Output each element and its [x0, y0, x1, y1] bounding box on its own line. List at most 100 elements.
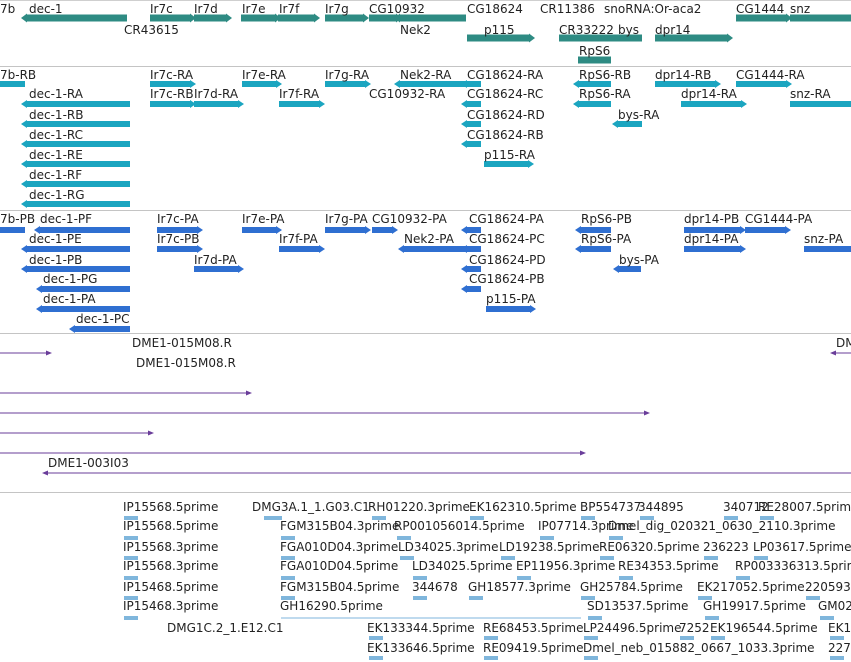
feature-dec-1-RE[interactable]: dec-1-RE [21, 148, 130, 168]
feature-bar[interactable] [579, 81, 611, 87]
feature-bar[interactable] [27, 181, 130, 187]
feature-RH01220.3prime[interactable]: RH01220.3prime [368, 500, 470, 520]
feature-CG18624-PA[interactable]: CG18624-PA [461, 212, 545, 234]
feature-bar[interactable] [581, 516, 595, 520]
feature-7252[interactable]: 7252 [679, 621, 710, 640]
feature-bar[interactable] [559, 34, 618, 42]
feature-CG18624-PB[interactable]: CG18624-PB [461, 272, 545, 293]
feature-bar[interactable] [157, 246, 197, 252]
feature-RpS6[interactable]: RpS6 [578, 44, 611, 64]
feature-bar[interactable] [517, 576, 531, 580]
feature-DME1-015M08.R[interactable]: DME1-015M08.R [132, 336, 232, 350]
feature-RpS6-RB[interactable]: RpS6-RB [573, 68, 631, 88]
feature-bar[interactable] [242, 227, 276, 233]
feature-IP15568.3prime[interactable]: IP15568.3prime [123, 559, 218, 580]
feature-bar[interactable] [754, 556, 768, 560]
feature-Ir7e-PA[interactable]: Ir7e-PA [242, 212, 285, 234]
feature-bar[interactable] [684, 246, 740, 252]
feature-CG18624-PD[interactable]: CG18624-PD [461, 253, 546, 273]
feature-bar[interactable] [467, 246, 481, 252]
feature-bar[interactable] [711, 636, 725, 640]
feature-bar[interactable] [0, 81, 25, 87]
feature-bar[interactable] [194, 101, 238, 107]
feature-CR11386[interactable]: CR11386 [540, 2, 595, 16]
feature-SD13537.5prime[interactable]: SD13537.5prime [587, 599, 688, 620]
feature-bar[interactable] [804, 246, 851, 252]
feature-7b-RB[interactable]: 7b-RB [0, 68, 36, 87]
feature-Dmel_neb_015882_0667_1033.3prime[interactable]: Dmel_neb_015882_0667_1033.3prime [583, 641, 815, 660]
feature-LD19238.5prime[interactable]: LD19238.5prime [499, 540, 600, 560]
feature-IP15568.3prime[interactable]: IP15568.3prime [123, 540, 218, 560]
feature-bar[interactable] [281, 576, 295, 580]
feature-bar[interactable] [790, 14, 851, 22]
feature-CG1444[interactable]: CG1444 [736, 2, 792, 23]
feature-bar[interactable] [619, 576, 633, 580]
feature-bar[interactable] [705, 616, 719, 620]
feature-RpS6-RA[interactable]: RpS6-RA [573, 87, 631, 108]
feature-bar[interactable] [467, 141, 481, 147]
feature-dec-1-PC[interactable]: dec-1-PC [69, 312, 130, 333]
feature-bar[interactable] [484, 161, 528, 167]
feature-RP001056014.5prime[interactable]: RP001056014.5prime [394, 519, 525, 540]
feature-bar[interactable] [680, 636, 694, 640]
feature-bar[interactable] [397, 536, 411, 540]
feature-CG1444-PA[interactable]: CG1444-PA [745, 212, 813, 234]
feature-snz[interactable]: snz [790, 2, 851, 22]
feature-GH19917.5prime[interactable]: GH19917.5prime [703, 599, 806, 620]
feature-dec-1-PE[interactable]: dec-1-PE [21, 232, 130, 253]
feature-bys-RA[interactable]: bys-RA [612, 108, 660, 128]
feature-dec-1-RA[interactable]: dec-1-RA [21, 87, 130, 108]
feature-FGM315B04.5prime[interactable]: FGM315B04.5prime [280, 580, 399, 600]
feature-bar[interactable] [150, 81, 190, 87]
feature-Ir7c-PA[interactable]: Ir7c-PA [157, 212, 203, 234]
feature-Ir7c[interactable]: Ir7c [150, 2, 196, 23]
feature-bys[interactable]: bys [618, 23, 642, 42]
feature-bar[interactable] [830, 636, 844, 640]
feature-bar[interactable] [806, 596, 820, 600]
feature-Ir7d-RA[interactable]: Ir7d-RA [194, 87, 244, 108]
feature-dec-1-RF[interactable]: dec-1-RF [21, 168, 130, 188]
feature-dpr14-PA[interactable]: dpr14-PA [684, 232, 746, 253]
feature-bar[interactable] [194, 14, 226, 22]
feature-bar[interactable] [584, 656, 598, 660]
feature-bar[interactable] [264, 516, 282, 520]
feature-bar[interactable] [278, 14, 314, 22]
feature-344895[interactable]: 344895 [638, 500, 684, 520]
feature-RE34353.5prime[interactable]: RE34353.5prime [618, 559, 719, 580]
feature-RE28007.5prime[interactable]: RE28007.5prime [758, 500, 851, 520]
feature-bar[interactable] [124, 516, 138, 520]
feature-bar[interactable] [369, 636, 383, 640]
feature-dpr14-RB[interactable]: dpr14-RB [655, 68, 721, 88]
feature-340712[interactable]: 340712 [723, 500, 769, 520]
feature-unlabeled[interactable] [0, 390, 252, 396]
feature-RpS6-PA[interactable]: RpS6-PA [575, 232, 632, 253]
feature-LD34025.3prime[interactable]: LD34025.3prime [398, 540, 499, 560]
feature-CG1444-RA[interactable]: CG1444-RA [736, 68, 805, 88]
feature-dec-1-RC[interactable]: dec-1-RC [21, 128, 130, 148]
feature-unlabeled[interactable] [0, 350, 52, 356]
feature-dec-1-PA[interactable]: dec-1-PA [36, 292, 130, 313]
feature-snoRNA:Or-aca2[interactable]: snoRNA:Or-aca2 [604, 2, 701, 16]
feature-bar[interactable] [279, 246, 319, 252]
feature-snz-RA[interactable]: snz-RA [790, 87, 851, 108]
feature-bar[interactable] [281, 556, 295, 560]
feature-EK133344.5prime[interactable]: EK133344.5prime [367, 621, 475, 640]
feature-dpr14-RA[interactable]: dpr14-RA [681, 87, 747, 108]
feature-bar[interactable] [681, 101, 741, 107]
feature-bar[interactable] [684, 227, 740, 233]
feature-bar[interactable] [618, 34, 642, 42]
feature-RP003336313.5prime[interactable]: RP003336313.5prime [735, 559, 851, 580]
feature-unlabeled[interactable] [0, 430, 154, 436]
feature-EK1[interactable]: EK1 [828, 621, 851, 640]
feature-227[interactable]: 227 [828, 641, 851, 660]
feature-Ir7f-RA[interactable]: Ir7f-RA [279, 87, 325, 108]
feature-bar[interactable] [584, 636, 598, 640]
feature-bar[interactable] [698, 596, 712, 600]
feature-dec-1-PF[interactable]: dec-1-PF [34, 212, 130, 234]
feature-CR43615[interactable]: CR43615 [124, 23, 179, 37]
feature-Ir7g-PA[interactable]: Ir7g-PA [325, 212, 371, 234]
feature-bar[interactable] [0, 227, 25, 233]
feature-dec-1[interactable]: dec-1 [21, 2, 127, 23]
feature-bar[interactable] [369, 14, 396, 22]
feature-bar[interactable] [279, 101, 319, 107]
